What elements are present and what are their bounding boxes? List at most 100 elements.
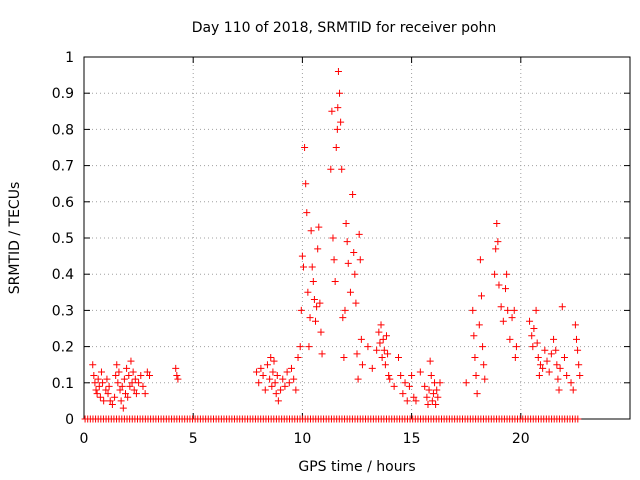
data-point xyxy=(135,379,143,387)
data-point xyxy=(338,165,346,173)
data-point xyxy=(390,382,398,390)
data-point xyxy=(475,321,483,329)
data-point xyxy=(317,328,325,336)
data-point xyxy=(410,393,418,401)
data-point xyxy=(259,372,267,380)
data-point xyxy=(102,386,110,394)
data-point xyxy=(427,372,435,380)
data-point xyxy=(281,382,289,390)
data-point xyxy=(354,375,362,383)
data-point xyxy=(575,361,583,369)
data-point xyxy=(131,375,139,383)
data-point xyxy=(290,375,298,383)
data-point xyxy=(285,379,293,387)
data-point xyxy=(308,263,316,271)
data-point xyxy=(545,368,553,376)
y-tick-label: 0 xyxy=(65,412,74,428)
data-point xyxy=(560,353,568,361)
data-point xyxy=(424,401,432,409)
data-point xyxy=(105,382,113,390)
data-point xyxy=(558,303,566,311)
data-point xyxy=(292,386,300,394)
data-point xyxy=(364,343,372,351)
data-point xyxy=(476,256,484,264)
data-point xyxy=(116,386,124,394)
data-point xyxy=(103,375,111,383)
data-point xyxy=(139,382,147,390)
data-point xyxy=(130,386,138,394)
data-point xyxy=(526,317,534,325)
data-point xyxy=(118,382,126,390)
data-point xyxy=(530,325,538,332)
data-point xyxy=(554,375,562,383)
data-point xyxy=(328,107,336,115)
data-point xyxy=(307,227,315,235)
data-point xyxy=(480,361,488,369)
data-point xyxy=(346,288,354,296)
data-point xyxy=(313,303,321,311)
data-point xyxy=(294,353,302,361)
data-point xyxy=(270,357,278,365)
grid-layer xyxy=(84,57,630,419)
data-point xyxy=(95,382,103,390)
data-point xyxy=(469,306,477,314)
data-point xyxy=(472,372,480,380)
data-point xyxy=(269,368,277,376)
data-point xyxy=(126,382,134,390)
data-point xyxy=(511,353,519,361)
data-point xyxy=(91,379,99,387)
data-point xyxy=(349,191,357,199)
data-point xyxy=(120,375,128,383)
data-point xyxy=(90,372,98,380)
data-point xyxy=(97,368,105,376)
data-point xyxy=(494,238,502,246)
data-point xyxy=(173,372,181,380)
data-point xyxy=(373,346,381,354)
data-point xyxy=(94,375,102,383)
data-point xyxy=(336,89,344,97)
data-point xyxy=(298,252,306,260)
data-point xyxy=(550,335,558,343)
y-tick-label: 1 xyxy=(65,50,74,66)
data-point xyxy=(301,144,309,151)
data-point xyxy=(121,390,129,398)
data-point xyxy=(358,361,366,369)
x-tick-label: 5 xyxy=(189,431,198,447)
data-point xyxy=(355,230,363,238)
data-point xyxy=(552,346,560,354)
data-point xyxy=(403,397,411,405)
data-point xyxy=(344,259,352,267)
data-point xyxy=(556,364,564,372)
data-point xyxy=(299,263,307,271)
data-point xyxy=(569,386,577,394)
data-point xyxy=(112,372,120,380)
data-point xyxy=(421,382,429,390)
data-point xyxy=(279,375,287,383)
data-point xyxy=(502,285,510,293)
x-axis-label: GPS time / hours xyxy=(298,459,415,475)
data-point xyxy=(553,361,561,369)
data-point xyxy=(257,364,265,372)
data-point xyxy=(327,165,335,173)
data-point xyxy=(342,220,350,228)
data-point xyxy=(330,256,338,264)
data-point xyxy=(146,372,154,380)
data-point xyxy=(104,390,112,398)
data-point xyxy=(353,350,361,358)
data-point xyxy=(340,353,348,361)
tick-label-layer: 0 5 10 15 20 0 0.1 0.2 0.3 0.4 0.5 0.6 0.7 0.8 0.9 1 xyxy=(52,50,530,447)
data-point xyxy=(352,299,360,307)
data-point xyxy=(339,314,347,322)
data-point xyxy=(576,372,584,380)
data-point xyxy=(378,353,386,361)
data-point xyxy=(528,332,536,340)
data-point xyxy=(381,361,389,369)
data-point xyxy=(304,288,312,296)
data-point xyxy=(497,303,505,311)
data-point xyxy=(263,361,271,369)
data-point xyxy=(428,397,436,405)
x-tick-label: 0 xyxy=(80,431,89,447)
data-point xyxy=(113,361,121,369)
data-point xyxy=(312,317,320,325)
